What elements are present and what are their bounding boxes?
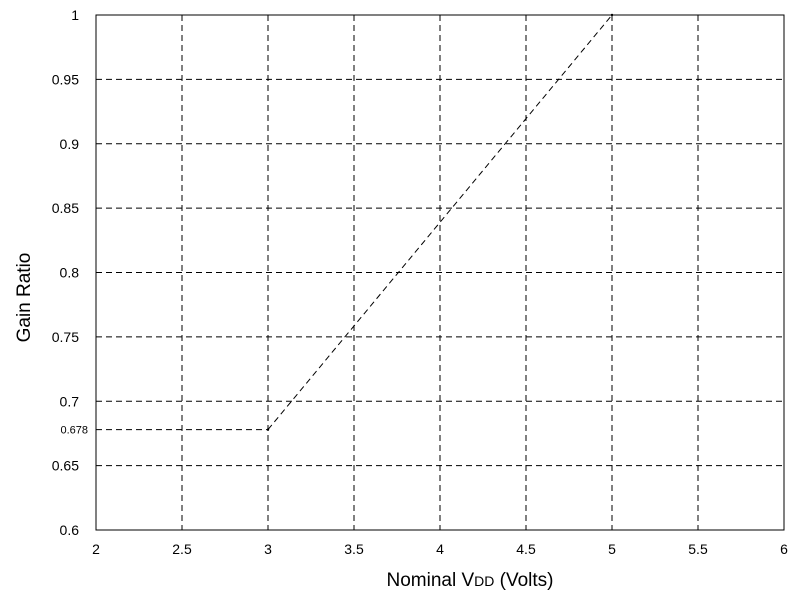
x-axis-label-subscript: DD [474, 573, 494, 589]
x-tick-label: 4 [436, 541, 444, 557]
y-tick-label: 1 [71, 7, 79, 23]
y-tick-label: 0.65 [52, 458, 79, 474]
y-axis-label: Gain Ratio [14, 253, 35, 343]
x-tick-label: 2 [92, 541, 100, 557]
y-tick-label: 0.95 [52, 71, 79, 87]
x-tick-label: 2.5 [172, 541, 192, 557]
y-tick-label: 0.9 [60, 136, 80, 152]
y-tick-label: 0.7 [60, 393, 80, 409]
y-tick-label: 0.8 [60, 265, 80, 281]
y-tick-labels: 0.6 0.65 0.7 0.75 0.8 0.85 0.9 0.95 1 [52, 7, 79, 538]
x-axis-label: Nominal VDD (Volts) [386, 570, 553, 591]
annotations: 0.678 [60, 425, 88, 437]
x-tick-label: 5.5 [688, 541, 708, 557]
plot-frame [95, 14, 785, 531]
x-tick-label: 3.5 [344, 541, 364, 557]
x-tick-label: 6 [780, 541, 788, 557]
grid [96, 15, 784, 530]
x-tick-label: 5 [608, 541, 616, 557]
x-axis-label-suffix: (Volts) [494, 570, 553, 591]
y-tick-label: 0.85 [52, 200, 79, 216]
x-tick-label: 4.5 [516, 541, 536, 557]
y-tick-label: 0.6 [60, 522, 80, 538]
x-tick-labels: 2 2.5 3 3.5 4 4.5 5 5.5 6 [92, 541, 788, 557]
x-tick-label: 3 [264, 541, 272, 557]
reference-value-label: 0.678 [60, 425, 88, 437]
series-layer [96, 13, 614, 431]
y-tick-label: 0.75 [52, 329, 79, 345]
x-axis-label-main: Nominal V [386, 570, 474, 591]
